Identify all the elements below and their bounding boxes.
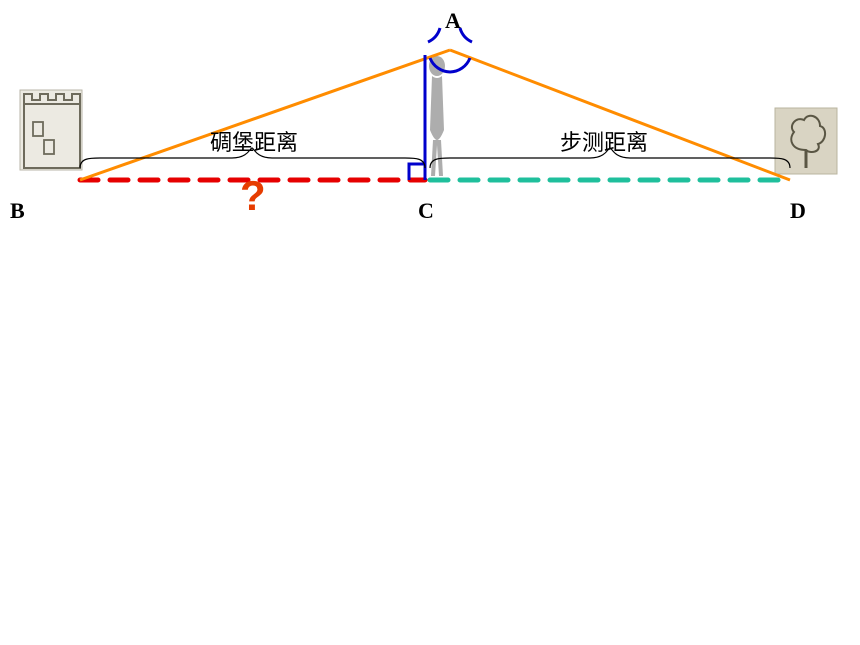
segment-AD <box>450 50 790 180</box>
question-mark: ? <box>240 172 266 219</box>
label-D: D <box>790 198 806 223</box>
label-C: C <box>418 198 434 223</box>
angle-arc-left <box>428 28 440 42</box>
label-pace-distance: 步测距离 <box>560 130 648 155</box>
segment-AB <box>80 50 450 180</box>
label-fort-distance: 碉堡距离 <box>210 130 298 155</box>
tree-icon <box>775 108 837 174</box>
label-A: A <box>445 8 461 33</box>
angle-arc-DAC <box>450 58 470 72</box>
diagram-canvas: A B C D 碉堡距离 步测距离 ? <box>0 0 860 645</box>
castle-icon <box>20 90 82 170</box>
angle-arc-right <box>460 28 472 42</box>
label-B: B <box>10 198 25 223</box>
